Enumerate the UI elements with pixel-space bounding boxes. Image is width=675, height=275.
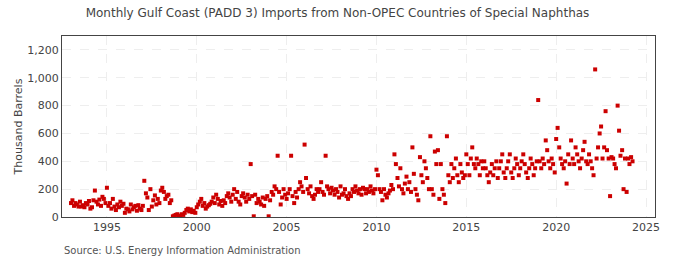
svg-text:200: 200	[38, 183, 59, 196]
svg-text:1,200: 1,200	[27, 44, 59, 57]
svg-text:400: 400	[38, 155, 59, 168]
svg-text:600: 600	[38, 127, 59, 140]
svg-text:0: 0	[52, 211, 59, 224]
svg-text:2015: 2015	[452, 221, 480, 234]
svg-text:1,000: 1,000	[27, 72, 59, 85]
svg-text:2020: 2020	[542, 221, 570, 234]
svg-text:Thousand Barrels: Thousand Barrels	[12, 78, 25, 175]
svg-text:1995: 1995	[93, 221, 121, 234]
svg-text:Source: U.S. Energy Informatio: Source: U.S. Energy Information Administ…	[64, 245, 301, 256]
svg-text:2000: 2000	[183, 221, 211, 234]
svg-text:Monthly Gulf Coast (PADD 3) Im: Monthly Gulf Coast (PADD 3) Imports from…	[86, 6, 590, 20]
svg-text:2025: 2025	[632, 221, 660, 234]
svg-text:800: 800	[38, 99, 59, 112]
svg-text:2005: 2005	[273, 221, 301, 234]
svg-text:2010: 2010	[362, 221, 390, 234]
